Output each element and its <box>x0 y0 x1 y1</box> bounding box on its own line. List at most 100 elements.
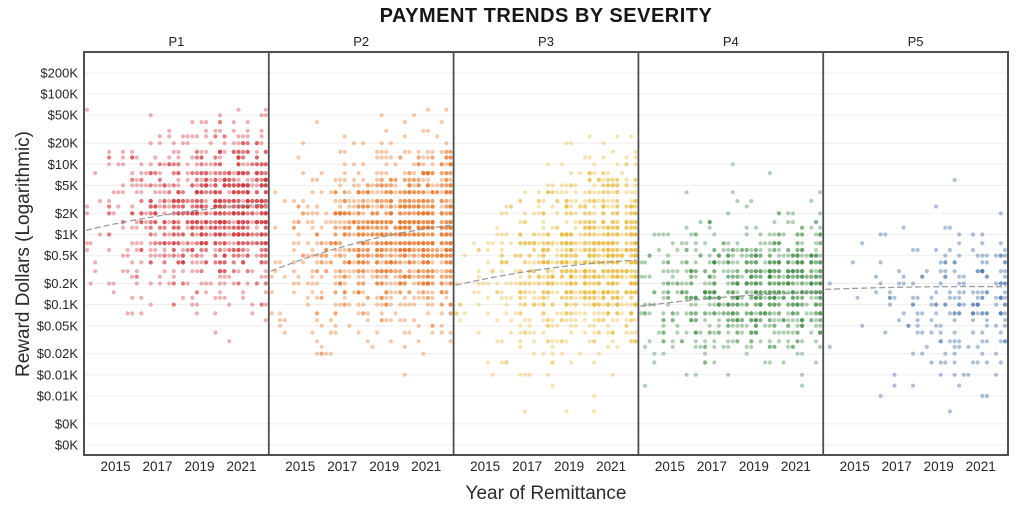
data-point <box>444 190 449 195</box>
data-point <box>347 260 352 265</box>
data-point <box>375 190 380 195</box>
data-point <box>388 269 393 274</box>
data-point <box>800 269 805 274</box>
data-point <box>388 204 393 209</box>
data-point <box>781 295 786 300</box>
data-point <box>421 247 426 253</box>
data-point <box>504 260 509 265</box>
data-point <box>167 162 172 167</box>
data-point <box>254 162 259 167</box>
data-point <box>430 302 435 307</box>
data-point <box>227 190 232 195</box>
data-point <box>398 318 403 323</box>
data-point <box>592 225 597 230</box>
data-point <box>259 232 264 237</box>
data-point <box>596 225 601 230</box>
data-point <box>241 241 246 246</box>
data-point <box>259 177 264 182</box>
data-point <box>236 171 241 176</box>
data-point <box>684 260 689 265</box>
data-point <box>541 260 546 265</box>
data-point <box>407 220 412 225</box>
data-point <box>730 311 735 316</box>
data-point <box>171 232 176 237</box>
data-point <box>176 260 181 265</box>
data-point <box>790 311 796 316</box>
data-point <box>245 162 250 167</box>
data-point <box>416 232 421 237</box>
data-point <box>545 281 551 286</box>
data-point <box>204 177 209 182</box>
data-point <box>813 274 819 279</box>
data-point <box>610 269 615 274</box>
data-point <box>361 225 366 230</box>
data-point <box>550 281 555 286</box>
data-point <box>199 232 204 237</box>
data-point <box>379 260 384 265</box>
data-point <box>527 318 532 323</box>
data-point <box>222 183 227 188</box>
data-point <box>800 323 805 328</box>
data-point <box>744 311 749 316</box>
data-point <box>957 302 962 307</box>
data-point <box>125 311 130 316</box>
data-point <box>550 274 555 279</box>
data-point <box>629 220 634 225</box>
data-point <box>370 241 375 246</box>
data-point <box>314 339 320 344</box>
data-point <box>199 198 204 204</box>
data-point <box>384 183 389 188</box>
data-point <box>499 339 504 344</box>
data-point <box>338 225 343 230</box>
data-point <box>624 290 629 295</box>
data-point <box>245 198 250 204</box>
data-point <box>338 211 343 216</box>
data-point <box>592 318 597 323</box>
data-point <box>629 204 634 209</box>
data-point <box>148 253 153 258</box>
data-point <box>490 269 495 274</box>
data-point <box>314 241 320 246</box>
data-point <box>536 274 541 279</box>
data-point <box>439 253 444 258</box>
data-point <box>606 232 611 237</box>
data-point <box>573 290 578 295</box>
data-point <box>522 241 528 246</box>
data-point <box>263 260 268 265</box>
data-point <box>204 260 209 265</box>
data-point <box>402 253 407 258</box>
data-point <box>518 253 523 258</box>
data-point <box>107 211 112 216</box>
data-point <box>222 183 227 188</box>
data-point <box>199 204 204 209</box>
data-point <box>661 318 666 323</box>
data-point <box>559 253 565 258</box>
data-point <box>957 295 962 300</box>
data-point <box>361 204 366 209</box>
data-point <box>388 241 393 246</box>
data-point <box>629 204 634 209</box>
data-point <box>448 225 453 230</box>
data-point <box>157 225 162 230</box>
data-point <box>245 190 250 195</box>
data-point <box>767 269 772 274</box>
data-point <box>388 190 393 195</box>
data-point <box>421 171 426 176</box>
data-point <box>213 204 218 209</box>
data-point <box>800 372 805 377</box>
data-point <box>217 241 223 246</box>
data-point <box>448 162 453 167</box>
data-point <box>236 232 241 237</box>
data-point <box>527 274 532 279</box>
data-point <box>555 211 560 216</box>
data-point <box>361 225 366 230</box>
data-point <box>592 360 597 365</box>
data-point <box>250 162 255 167</box>
data-point <box>314 211 320 216</box>
data-point <box>772 295 777 300</box>
data-point <box>425 171 430 176</box>
data-point <box>952 344 957 349</box>
data-point <box>388 198 393 204</box>
data-point <box>444 177 449 182</box>
data-point <box>319 190 324 195</box>
